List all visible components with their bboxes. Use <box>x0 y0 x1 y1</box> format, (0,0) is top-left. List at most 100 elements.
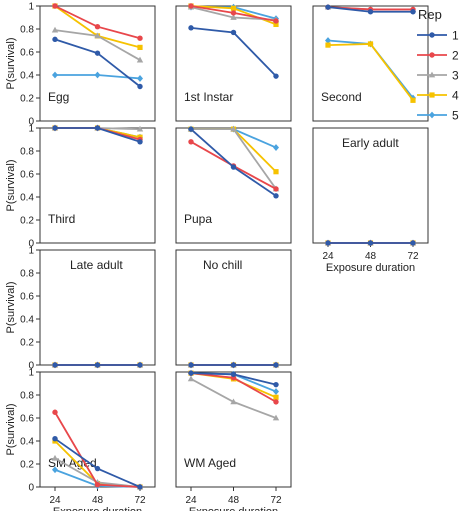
series-1-point <box>52 36 58 43</box>
series-4-point <box>273 169 279 175</box>
y-axis-title: P(survival) <box>5 404 17 456</box>
legend-marker-1 <box>429 32 435 38</box>
series-3-point <box>94 32 101 39</box>
y-axis-title: P(survival) <box>5 282 17 334</box>
series-2-point <box>188 3 194 9</box>
series-2-line <box>54 411 141 488</box>
y-tick-label: 0.2 <box>20 216 34 227</box>
series-1-point <box>52 362 58 368</box>
panel-no-chill: No chill <box>175 249 292 369</box>
series-1-point <box>52 436 58 442</box>
series-2-point <box>94 24 101 30</box>
legend-label-4: 4 <box>452 89 459 103</box>
x-tick-label: 24 <box>185 495 197 506</box>
y-tick-label: 0.2 <box>20 460 34 471</box>
series-5-point <box>94 71 101 79</box>
x-tick-label: 48 <box>228 495 240 506</box>
series-3-point <box>230 398 237 405</box>
x-tick-label: 72 <box>407 251 419 262</box>
y-tick-label: 0.2 <box>20 338 34 349</box>
x-axis-title: Exposure duration <box>189 506 278 511</box>
series-1-point <box>94 362 101 368</box>
series-2-point <box>137 35 143 41</box>
panel-frame <box>312 5 429 122</box>
x-axis-title: Exposure duration <box>326 262 415 274</box>
series-1-point <box>137 83 143 90</box>
legend-label-2: 2 <box>452 49 459 63</box>
series-1-point <box>188 370 194 376</box>
series-1-point <box>230 29 237 36</box>
panel-label: No chill <box>203 258 242 272</box>
panel-egg: Egg 0 0.2 0.4 0.6 0.8 1 P(survival) <box>5 2 156 128</box>
series-1-point <box>188 362 194 368</box>
series-1-point <box>325 4 331 10</box>
x-tick-label: 72 <box>270 495 282 506</box>
legend-marker-5 <box>429 111 435 119</box>
y-tick-label: 0.4 <box>20 193 34 204</box>
series-4-point <box>410 97 416 103</box>
series-4-point <box>367 41 374 47</box>
series-1-point <box>410 240 416 246</box>
series-1-point <box>273 73 279 79</box>
series-5-point <box>52 466 58 474</box>
y-tick-label: 0 <box>28 117 34 128</box>
y-tick-label: 0.4 <box>20 315 34 326</box>
series-1-point <box>137 139 143 145</box>
series-4-point <box>273 394 279 400</box>
series-2-point <box>273 186 279 192</box>
panel-frame <box>39 5 156 122</box>
series-1-point <box>325 240 331 246</box>
y-tick-label: 0.2 <box>20 94 34 105</box>
series-1-point <box>137 484 143 490</box>
panel-label: Early adult <box>342 136 399 150</box>
y-tick-label: 0.6 <box>20 292 34 303</box>
panel-label: Pupa <box>184 212 212 226</box>
y-tick-label: 1 <box>28 2 34 13</box>
panel-sm-aged: SM Aged00.20.40.60.81P(survival)244872Ex… <box>5 368 156 511</box>
series-1-point <box>273 362 279 368</box>
y-tick-label: 0.8 <box>20 25 34 36</box>
series-3-line <box>190 378 277 419</box>
series-4-point <box>273 21 279 27</box>
y-axis-title: P(survival) <box>5 160 17 212</box>
y-tick-label: 1 <box>28 246 34 257</box>
series-1-point <box>230 164 237 170</box>
series-2-point <box>52 409 58 415</box>
panel-third: Third 0 0.2 0.4 0.6 0.8 1 P(survival) <box>5 124 156 250</box>
series-1-point <box>94 50 101 56</box>
x-tick-label: 24 <box>49 495 61 506</box>
y-tick-label: 0.4 <box>20 437 34 448</box>
series-5-point <box>273 388 279 395</box>
y-tick-label: 0.6 <box>20 170 34 181</box>
legend-label-3: 3 <box>452 69 459 83</box>
y-tick-label: 1 <box>28 368 34 379</box>
panel-1st-instar: 1st Instar <box>175 3 292 122</box>
series-1-point <box>273 381 279 388</box>
series-1-point <box>367 9 374 15</box>
series-3-point <box>51 454 59 461</box>
series-2-point <box>52 3 58 9</box>
legend-label-5: 5 <box>452 109 459 123</box>
x-axis-title: Exposure duration <box>53 506 142 511</box>
series-5-point <box>325 37 331 44</box>
panel-label: Egg <box>48 90 69 104</box>
series-1-point <box>230 362 237 368</box>
series-3-point <box>230 14 237 20</box>
panel-label: 1st Instar <box>184 90 233 104</box>
series-5-point <box>52 71 58 79</box>
panel-label: Second <box>321 90 362 104</box>
series-3-point <box>187 375 195 382</box>
series-5-point <box>273 144 279 151</box>
series-2-point <box>94 482 101 488</box>
series-1-point <box>94 125 101 131</box>
panel-label: Third <box>48 212 75 226</box>
series-1-line <box>54 38 141 88</box>
series-1-point <box>273 193 279 199</box>
panel-second: Second <box>312 3 429 122</box>
series-3-point <box>272 414 280 421</box>
x-tick-label: 24 <box>322 251 334 262</box>
series-3-point <box>136 125 144 132</box>
series-1-point <box>94 465 101 472</box>
